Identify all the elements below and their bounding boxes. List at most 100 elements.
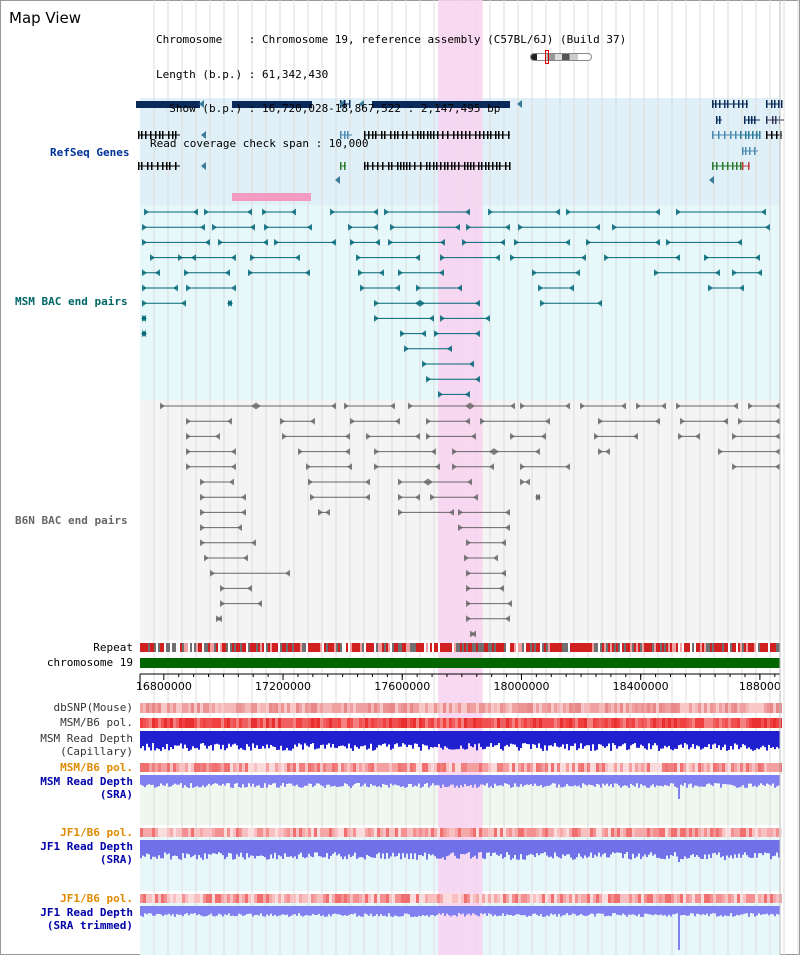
msm-b6-pol-label: MSM/B6 pol. xyxy=(60,716,133,729)
jf1-pol2-cell xyxy=(575,894,578,903)
msm-sra-depth-bar xyxy=(466,775,468,787)
msm-pol-cell xyxy=(173,718,176,728)
jf1-depth-bar xyxy=(398,840,400,854)
chromosome-ideogram[interactable] xyxy=(530,53,592,61)
msm-sra-depth-bar xyxy=(710,775,712,785)
msm-sra-depth-bar xyxy=(536,775,538,786)
msm-capillary-depth-bar xyxy=(454,731,456,750)
repeat-block xyxy=(222,643,224,652)
msm-pol-cell xyxy=(677,718,680,728)
msm-capillary-depth-bar xyxy=(498,731,500,744)
msm-capillary-depth-bar xyxy=(674,731,676,749)
refseq-exon xyxy=(744,116,746,124)
jf1-pol2-cell xyxy=(605,894,608,903)
msm-bac-pair-end xyxy=(465,208,470,216)
msm-capillary-depth-bar xyxy=(450,731,452,750)
refseq-exon xyxy=(412,131,414,139)
refseq-exon xyxy=(451,162,453,170)
b6n-bac-pair-end xyxy=(345,432,350,440)
jf1-depth-bar xyxy=(758,840,760,854)
jf1-trim-depth-bar xyxy=(502,906,504,914)
msm-capillary-depth-bar xyxy=(764,731,766,748)
jf1-depth-bar xyxy=(168,840,170,854)
msm-pol2-cell xyxy=(155,763,158,772)
jf1-depth-bar xyxy=(446,840,448,857)
msm-sra-depth-bar xyxy=(296,775,298,785)
msm-pol2-cell xyxy=(191,763,194,772)
msm-sra-depth-bar xyxy=(306,775,308,786)
msm-pol-cell xyxy=(710,718,713,728)
jf1-pol2-cell xyxy=(629,894,632,903)
jf1-depth-bar xyxy=(258,840,260,857)
jf1-depth-bar xyxy=(150,840,152,860)
repeat-block xyxy=(696,643,698,652)
msm-pol-cell xyxy=(461,718,464,728)
jf1-depth-bar xyxy=(186,840,188,854)
jf1-pol2-cell xyxy=(197,894,200,903)
msm-sra-depth-bar xyxy=(716,775,718,784)
dbsnp-cell xyxy=(563,703,566,713)
jf1-depth-bar xyxy=(626,840,628,853)
msm-pol2-cell xyxy=(572,763,575,772)
repeat-block xyxy=(240,643,242,652)
msm-pol-cell xyxy=(572,718,575,728)
msm-pol2-cell xyxy=(530,763,533,772)
repeat-block xyxy=(262,643,264,652)
jf1-pol2-cell xyxy=(683,894,686,903)
msm-pol-cell xyxy=(764,718,767,728)
jf1-depth-bar xyxy=(302,840,304,858)
jf1-trim-depth-bar xyxy=(204,906,206,917)
msm-capillary-depth-bar xyxy=(158,731,160,750)
msm-bac-pair-end xyxy=(263,238,268,246)
msm-capillary-depth-bar xyxy=(250,731,252,751)
repeat-block xyxy=(288,643,290,652)
jf1-trim-depth-bar xyxy=(592,906,594,914)
jf1-trim-depth-bar xyxy=(596,906,598,914)
msm-sra-depth-bar xyxy=(462,775,464,788)
msm-pol-cell xyxy=(167,718,170,728)
dbsnp-cell xyxy=(602,703,605,713)
b6n-bac-pair-end xyxy=(733,402,738,410)
jf1-depth-bar xyxy=(184,840,186,859)
msm-capillary-depth-bar xyxy=(350,731,352,749)
jf1-trim-depth-bar xyxy=(678,906,680,950)
repeat-block xyxy=(312,643,314,652)
dbsnp-cell xyxy=(755,703,758,713)
jf1-depth-bar xyxy=(336,840,338,856)
repeat-block xyxy=(264,643,266,652)
jf1-trim-depth-bar xyxy=(540,906,542,915)
repeat-block xyxy=(730,643,732,652)
msm-pol2-cell xyxy=(563,763,566,772)
jf1-trim-depth-bar xyxy=(664,906,666,915)
msm-capillary-depth-bar xyxy=(284,731,286,751)
jf1-trim-depth-bar xyxy=(274,906,276,915)
b6n-bac-pair-end xyxy=(501,539,506,547)
msm-pol2-cell xyxy=(203,763,206,772)
jf1-pol2-cell xyxy=(692,894,695,903)
jf1-trim-depth-bar xyxy=(324,906,326,917)
jf1-pol2-cell xyxy=(374,894,377,903)
msm-pol-cell xyxy=(407,718,410,728)
msm-sra-depth-bar xyxy=(646,775,648,788)
jf1-pol-cell xyxy=(470,828,473,837)
msm-capillary-depth-bar xyxy=(576,731,578,751)
repeat-block xyxy=(582,643,584,652)
jf1-trim-depth-bar xyxy=(418,906,420,916)
msm-pol2-cell xyxy=(635,763,638,772)
msm-capillary-depth-bar xyxy=(502,731,504,751)
repeat-block xyxy=(610,643,612,652)
jf1-trim-depth-bar xyxy=(332,906,334,915)
jf1-pol2-cell xyxy=(599,894,602,903)
repeat-block xyxy=(690,643,692,652)
jf1-pol-cell xyxy=(746,828,749,837)
jf1-pol2-cell xyxy=(566,894,569,903)
repeat-block xyxy=(204,643,206,652)
jf1-depth-bar xyxy=(224,840,226,860)
repeat-block xyxy=(148,643,150,652)
msm-pol2-cell xyxy=(722,763,725,772)
msm-sra-depth-bar xyxy=(178,775,180,785)
refseq-exon xyxy=(716,162,718,170)
jf1-pol2-cell xyxy=(755,894,758,903)
msm-capillary-depth-bar xyxy=(212,731,214,751)
